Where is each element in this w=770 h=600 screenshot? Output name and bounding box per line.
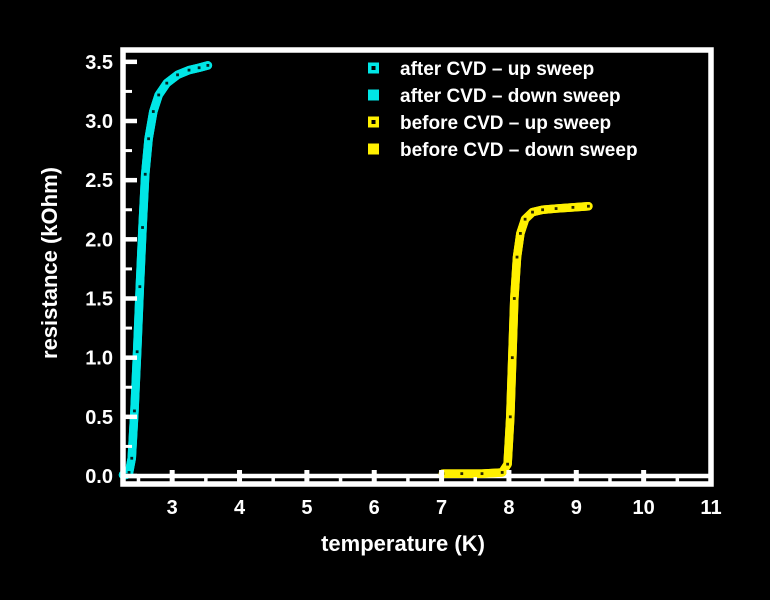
legend-label: before CVD – down sweep — [400, 140, 638, 161]
y-tick-label: 2.0 — [85, 229, 113, 251]
open-square-marker-hole — [371, 120, 376, 124]
series-line — [438, 201, 593, 478]
open-marker-hole — [460, 472, 464, 476]
open-marker-hole — [143, 172, 147, 176]
open-marker-hole — [187, 68, 191, 72]
y-axis-label: resistance (kOhm) — [37, 167, 62, 359]
x-tick-label: 10 — [633, 497, 655, 519]
x-tick-label: 11 — [700, 497, 721, 519]
y-tick-label: 1.5 — [85, 289, 113, 311]
open-marker-hole — [506, 462, 509, 466]
open-marker-hole — [151, 110, 155, 113]
open-marker-hole — [518, 232, 522, 235]
open-marker-hole — [571, 205, 575, 209]
open-marker-hole — [512, 297, 516, 300]
open-marker-hole — [587, 204, 590, 208]
open-marker-hole — [500, 471, 504, 474]
open-marker-hole — [133, 409, 136, 413]
legend-label: before CVD – up sweep — [400, 113, 611, 134]
x-tick-label: 4 — [234, 497, 246, 519]
open-marker-hole — [141, 226, 144, 229]
open-marker-hole — [523, 217, 527, 221]
open-marker-hole — [206, 63, 210, 67]
open-marker-hole — [135, 350, 139, 354]
y-tick-label: 2.5 — [85, 170, 113, 192]
x-tick-label: 9 — [571, 497, 582, 519]
legend-label: after CVD – down sweep — [400, 86, 621, 107]
y-tick-label: 0.0 — [85, 466, 113, 488]
legend-item: after CVD – down sweep — [368, 86, 621, 107]
open-marker-hole — [138, 285, 142, 289]
legend-label: after CVD – up sweep — [400, 59, 594, 80]
tick-label-layer: 3 4 5 6 7 8 9 10 11 0.0 0.5 1.0 1.5 2.0 2.5 3.0 3.5 — [85, 52, 721, 519]
x-tick-label: 5 — [301, 497, 312, 519]
open-marker-hole — [165, 81, 169, 85]
plot-frame — [120, 47, 714, 487]
x-tick-label: 6 — [369, 497, 380, 519]
open-marker-hole — [130, 456, 134, 460]
open-square-marker-hole — [371, 66, 376, 70]
x-tick-label: 7 — [436, 497, 447, 519]
legend-item: before CVD – down sweep — [368, 140, 638, 161]
y-tick-label: 1.0 — [85, 348, 113, 370]
y-tick-label: 3.0 — [85, 111, 113, 133]
data-series-layer — [118, 61, 593, 480]
open-marker-hole — [157, 93, 161, 97]
series-line — [118, 61, 213, 480]
open-marker-hole — [510, 356, 514, 360]
filled-square-marker-icon — [368, 89, 379, 101]
open-marker-hole — [515, 255, 519, 259]
legend-item: before CVD – up sweep — [368, 113, 611, 134]
open-marker-hole — [127, 471, 131, 474]
open-marker-hole — [554, 207, 558, 210]
open-marker-hole — [197, 66, 201, 70]
y-tick-label: 0.5 — [85, 407, 113, 429]
axis-frame-and-ticks-layer — [120, 47, 714, 487]
x-tick-label: 8 — [503, 497, 514, 519]
open-marker-hole — [480, 472, 484, 476]
x-tick-label: 3 — [167, 497, 178, 519]
y-tick-label: 3.5 — [85, 52, 113, 74]
legend-item: after CVD – up sweep — [368, 59, 594, 80]
open-marker-hole — [176, 73, 179, 77]
filled-square-marker-icon — [368, 143, 379, 155]
open-marker-hole — [147, 137, 150, 141]
open-marker-hole — [541, 208, 545, 212]
legend: after CVD – up sweep after CVD – down sw… — [368, 59, 638, 161]
x-axis-label: temperature (K) — [321, 531, 485, 556]
open-marker-hole — [531, 210, 534, 214]
open-marker-hole — [508, 415, 512, 419]
